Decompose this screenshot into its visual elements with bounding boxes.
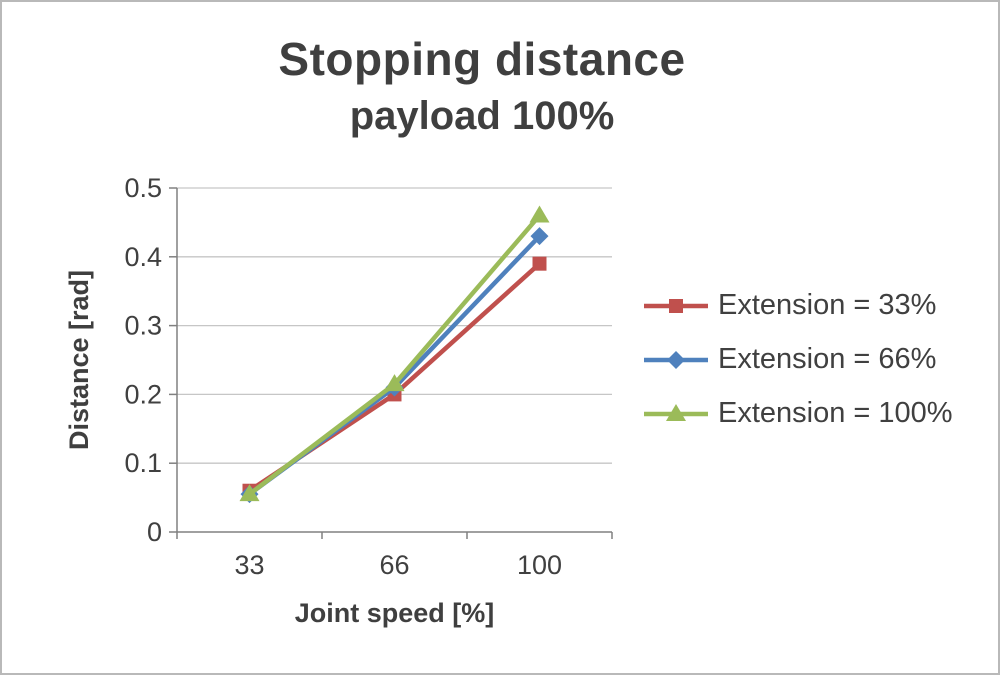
legend: Extension = 33% Extension = 66% Extension … [642, 286, 953, 433]
marker-diamond-icon [530, 227, 549, 246]
legend-item: Extension = 66% [642, 340, 953, 379]
x-tick-label: 33 [234, 550, 264, 580]
marker-triangle-icon [239, 484, 260, 502]
chart-title: Stopping distance [278, 33, 686, 85]
marker-triangle-icon [666, 403, 686, 421]
y-tick-label: 0.5 [124, 173, 162, 203]
legend-marker-sample [644, 298, 708, 313]
y-tick-label: 0.2 [124, 379, 162, 409]
legend-item: Extension = 33% [642, 286, 953, 325]
y-tick-label: 0.3 [124, 311, 162, 341]
legend-marker-sample [644, 403, 708, 421]
marker-square-icon [532, 256, 547, 271]
marker-diamond-icon [667, 350, 685, 369]
legend-label: Extension = 100% [718, 397, 953, 429]
marker-square-icon [669, 298, 683, 313]
legend-item: Extension = 100% [642, 394, 953, 433]
marker-triangle-icon [529, 205, 550, 223]
chart-subtitle: payload 100% [349, 94, 615, 138]
marker-triangle-icon [384, 374, 405, 392]
legend-marker-sample [644, 350, 708, 369]
series-line [248, 234, 542, 496]
legend-label: Extension = 66% [718, 343, 937, 375]
y-tick-label: 0 [147, 517, 162, 547]
legend-label: Extension = 33% [718, 289, 937, 321]
y-tick-label: 0.4 [124, 242, 162, 272]
x-axis-title: Joint speed [%] [294, 598, 495, 628]
x-tick-label: 66 [379, 550, 409, 580]
x-tick-label: 100 [517, 550, 562, 580]
y-tick-label: 0.1 [124, 448, 162, 478]
